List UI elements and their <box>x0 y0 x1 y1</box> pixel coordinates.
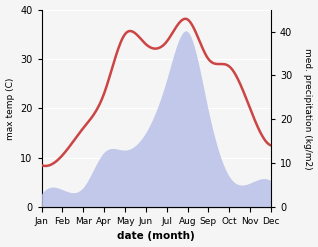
Y-axis label: med. precipitation (kg/m2): med. precipitation (kg/m2) <box>303 48 313 169</box>
Y-axis label: max temp (C): max temp (C) <box>5 77 15 140</box>
X-axis label: date (month): date (month) <box>117 231 195 242</box>
